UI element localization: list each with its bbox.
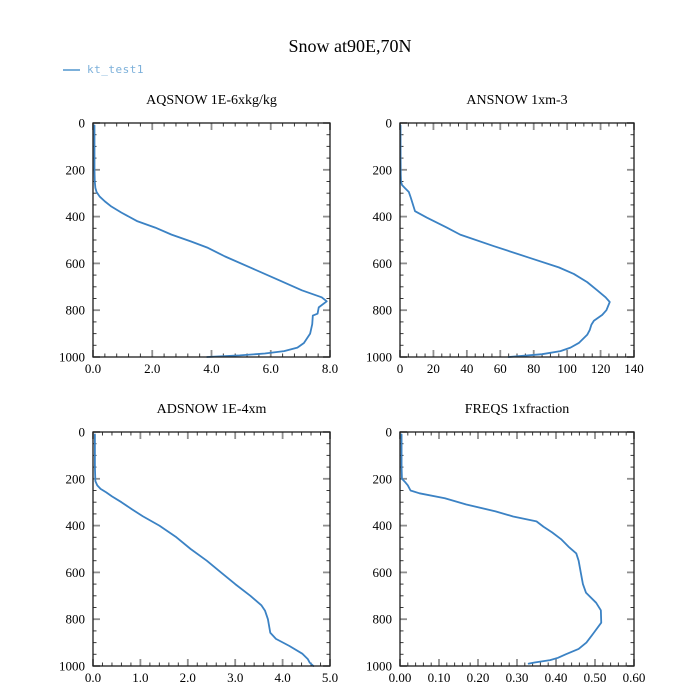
- plot-aqsnow: AQSNOW 1E-6xkg/kg 0.0 2.0 4.0 6.0 8.0 0 200 400…: [59, 93, 338, 377]
- x-tick-label: 3.0: [227, 670, 243, 685]
- x-tick-label: 0: [397, 361, 404, 376]
- x-tick-label: 5.0: [322, 670, 338, 685]
- plot-title-ansnow: ANSNOW 1xm-3: [466, 93, 567, 108]
- axis-tick-labels: 0.0 2.0 4.0 6.0 8.0 0 200 400 600 800 1000: [59, 116, 338, 377]
- x-tick-label: 140: [624, 361, 644, 376]
- y-tick-label: 1000: [366, 659, 392, 674]
- x-tick-label: 8.0: [322, 361, 338, 376]
- plot-frame: [399, 122, 635, 358]
- y-tick-label: 0: [386, 116, 393, 131]
- axis-ticks: [92, 431, 331, 667]
- x-tick-label: 40: [460, 361, 473, 376]
- axis-ticks: [399, 431, 635, 667]
- x-tick-label: 0.20: [467, 670, 490, 685]
- plot-freqs: FREQS 1xfraction 0.00 0.10 0.20 0.30 0.40 0.5…: [366, 402, 645, 686]
- plot-adsnow: ADSNOW 1E-4xm 0.0 1.0 2.0 3.0 4.0 5.0 0 200 400 6…: [59, 402, 338, 686]
- y-tick-label: 1000: [366, 350, 392, 365]
- y-tick-label: 0: [386, 425, 393, 440]
- axis-ticks: [399, 122, 635, 358]
- y-tick-label: 0: [79, 425, 86, 440]
- axis-tick-labels: 0 20 40 60 80 100 120 140 0 200 400 600 800 1000: [366, 116, 644, 377]
- y-tick-label: 400: [66, 518, 86, 533]
- plot-title-aqsnow: AQSNOW 1E-6xkg/kg: [146, 93, 277, 108]
- x-tick-label: 80: [527, 361, 540, 376]
- y-tick-label: 400: [373, 209, 393, 224]
- y-tick-label: 1000: [59, 350, 85, 365]
- y-tick-label: 200: [66, 471, 86, 486]
- y-tick-label: 200: [373, 471, 393, 486]
- x-tick-label: 6.0: [263, 361, 279, 376]
- y-tick-label: 1000: [59, 659, 85, 674]
- x-tick-label: 2.0: [144, 361, 160, 376]
- axis-tick-labels: 0.00 0.10 0.20 0.30 0.40 0.50 0.60 0 200 400 600 80…: [366, 425, 645, 686]
- series-line-ansnow: [399, 124, 611, 358]
- plot-ansnow: ANSNOW 1xm-3 0 20 40 60 80 100 120 140 0 200 400 60…: [366, 93, 644, 377]
- x-tick-label: 20: [427, 361, 440, 376]
- plot-title-adsnow: ADSNOW 1E-4xm: [157, 402, 267, 417]
- x-tick-label: 0.30: [506, 670, 529, 685]
- x-tick-label: 1.0: [132, 670, 148, 685]
- x-tick-label: 0.00: [389, 670, 412, 685]
- plot-frame: [92, 122, 331, 358]
- y-tick-label: 600: [373, 256, 393, 271]
- x-tick-label: 0.50: [584, 670, 607, 685]
- x-tick-label: 4.0: [274, 670, 290, 685]
- legend: kt_test1: [63, 63, 144, 76]
- legend-line-swatch: [63, 68, 80, 71]
- series-line-adsnow: [94, 433, 315, 667]
- x-tick-label: 0.10: [428, 670, 451, 685]
- x-tick-label: 120: [591, 361, 611, 376]
- x-tick-label: 0.60: [623, 670, 646, 685]
- y-tick-label: 800: [66, 612, 86, 627]
- y-tick-label: 600: [373, 565, 393, 580]
- axis-ticks: [92, 122, 331, 358]
- y-tick-label: 200: [66, 162, 86, 177]
- y-tick-label: 800: [66, 303, 86, 318]
- y-tick-label: 0: [79, 116, 86, 131]
- y-tick-label: 800: [373, 612, 393, 627]
- x-tick-label: 2.0: [180, 670, 196, 685]
- plot-frame: [92, 431, 331, 667]
- y-tick-label: 200: [373, 162, 393, 177]
- legend-series-label: kt_test1: [87, 63, 144, 76]
- plot-frame: [399, 431, 635, 667]
- figure-title: Snow at90E,70N: [288, 36, 412, 56]
- y-tick-label: 600: [66, 565, 86, 580]
- x-tick-label: 4.0: [203, 361, 219, 376]
- y-tick-label: 400: [373, 518, 393, 533]
- series-line-freqs: [400, 433, 603, 665]
- plot-title-freqs: FREQS 1xfraction: [465, 402, 570, 417]
- x-tick-label: 0.40: [545, 670, 568, 685]
- x-tick-label: 0.0: [85, 670, 101, 685]
- series-line-aqsnow: [93, 124, 328, 358]
- x-tick-label: 60: [494, 361, 507, 376]
- x-tick-label: 0.0: [85, 361, 101, 376]
- axis-tick-labels: 0.0 1.0 2.0 3.0 4.0 5.0 0 200 400 600 800 1000: [59, 425, 338, 686]
- y-tick-label: 600: [66, 256, 86, 271]
- y-tick-label: 800: [373, 303, 393, 318]
- x-tick-label: 100: [557, 361, 577, 376]
- y-tick-label: 400: [66, 209, 86, 224]
